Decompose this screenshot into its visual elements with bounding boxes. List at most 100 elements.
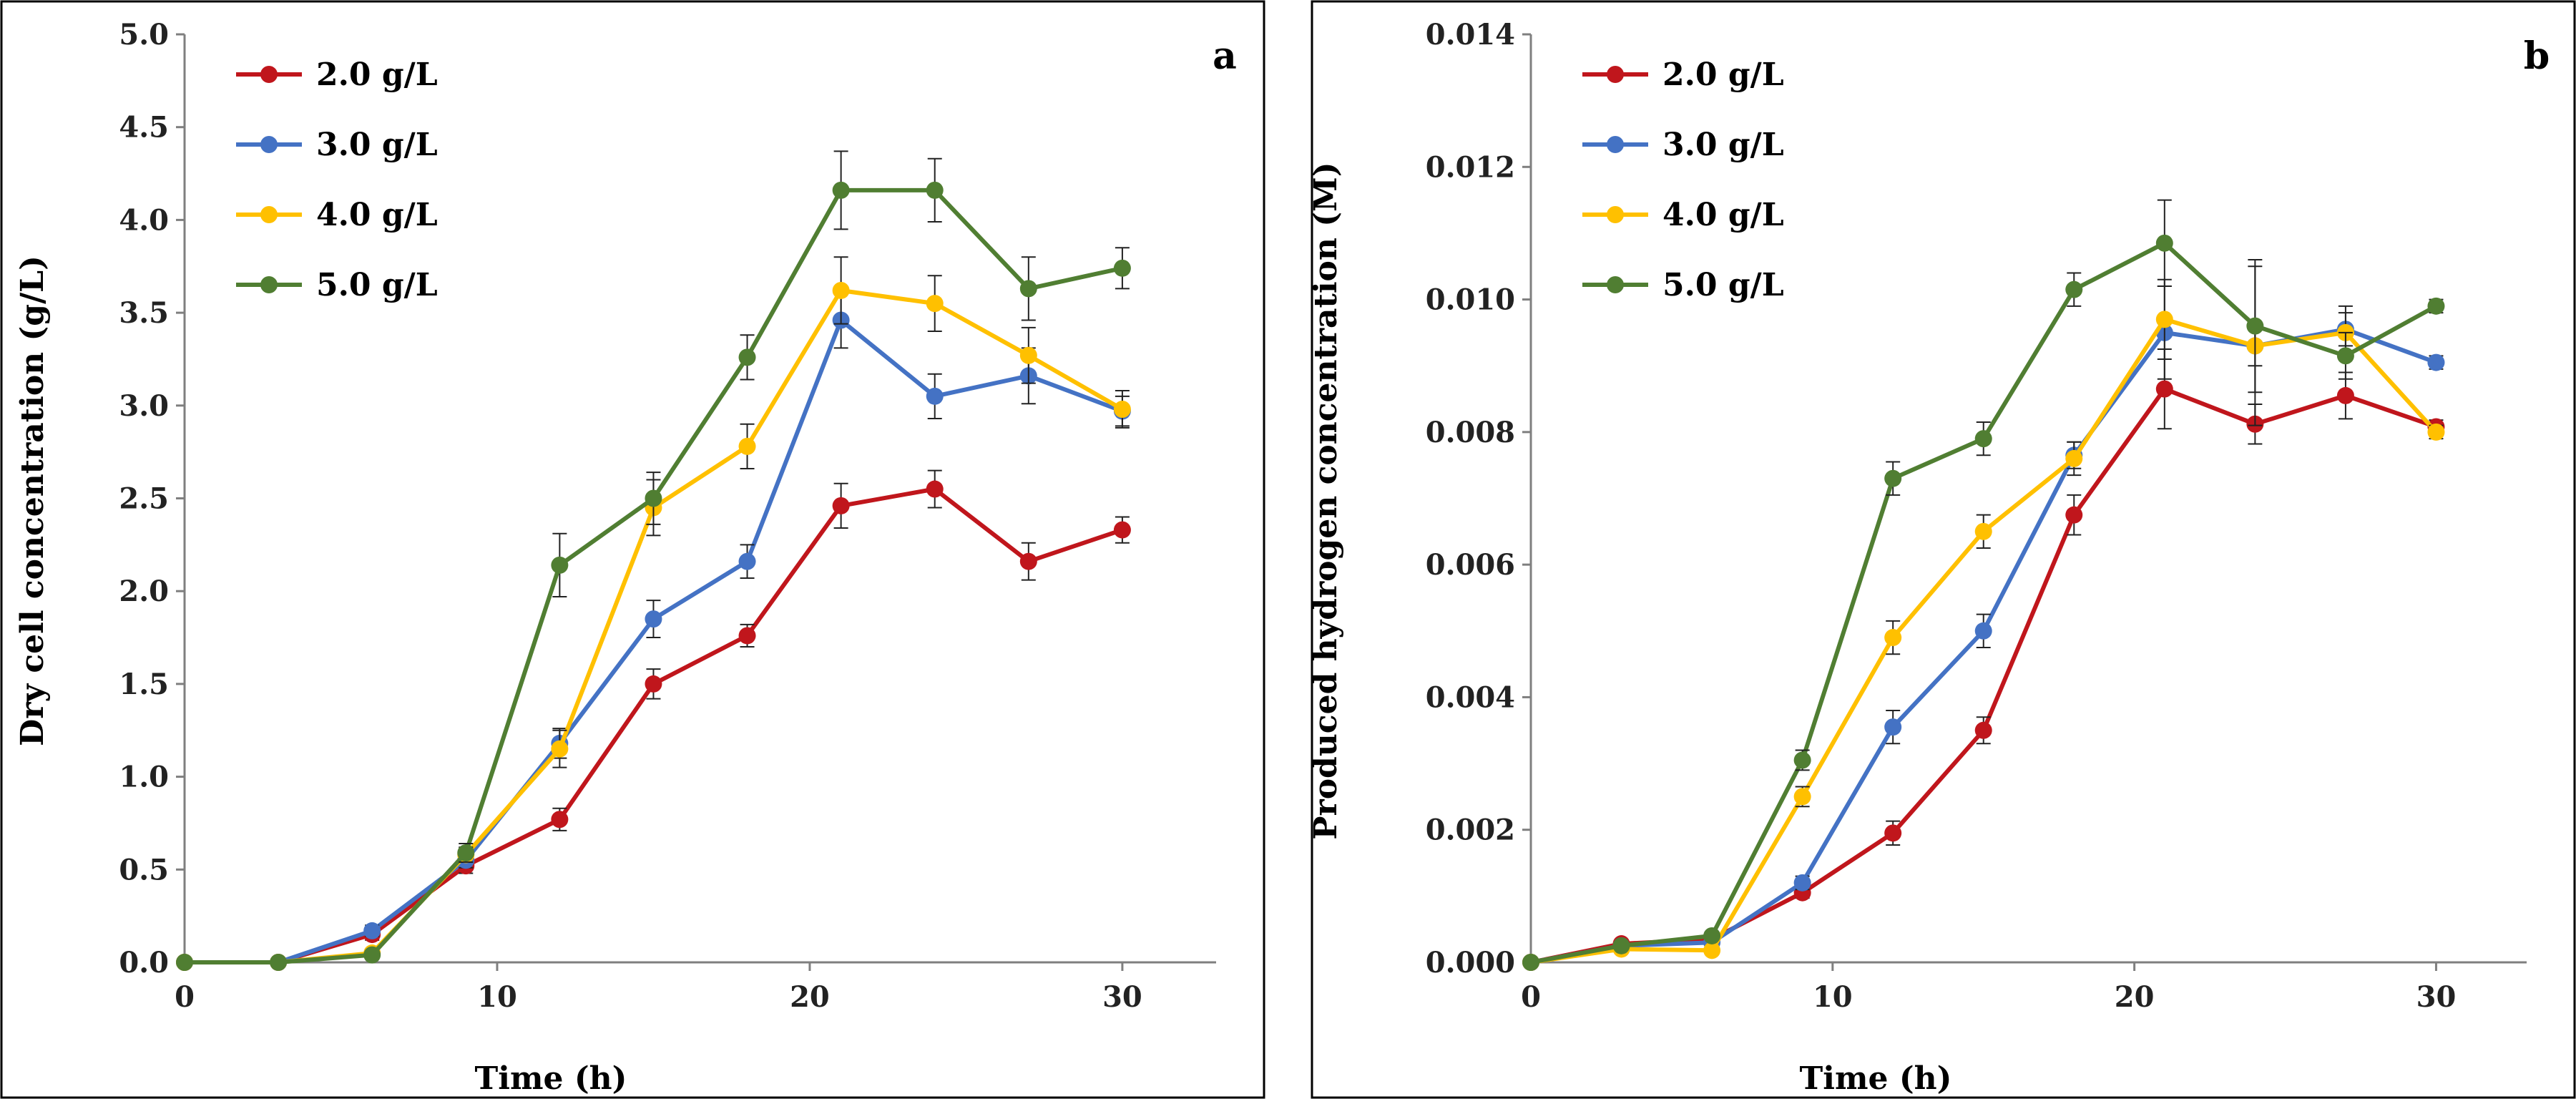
panel-a-data-point <box>645 489 662 507</box>
panel-a-legend-label: 4.0 g/L <box>316 197 438 233</box>
panel-a-x-tick-label: 0 <box>175 980 195 1014</box>
panel-a-y-tick-label: 0.0 <box>119 946 169 980</box>
panel-b-x-tick-label: 0 <box>1521 980 1541 1014</box>
panel-b-data-point <box>2155 234 2173 252</box>
panel-a-data-point <box>176 954 193 971</box>
panel-a-legend-entry: 4.0 g/L <box>236 197 438 233</box>
panel-a-data-point <box>270 954 288 971</box>
panel-b-x-tick-label: 20 <box>2115 980 2155 1014</box>
panel-a-y-tick-label: 0.5 <box>119 853 169 886</box>
panel-a-legend-entry: 5.0 g/L <box>236 267 438 303</box>
panel-a-data-point <box>738 627 756 645</box>
panel-a-frame <box>0 0 1265 1099</box>
panel-a-legend-label: 3.0 g/L <box>316 127 438 163</box>
panel-a-data-point <box>738 552 756 570</box>
panel-a-data-point <box>457 844 475 861</box>
panel-b-legend-marker <box>1607 136 1624 153</box>
panel-b-data-point <box>2155 311 2173 328</box>
panel-a-data-point <box>926 387 944 405</box>
panel-b-y-tick-label: 0.008 <box>1426 416 1515 449</box>
panel-b-data-point <box>1884 469 1902 487</box>
panel-b-data-point <box>1793 751 1811 769</box>
panel-b-frame <box>1311 0 2576 1099</box>
panel-a-legend-label: 5.0 g/L <box>316 267 438 303</box>
panel-a-y-tick-label: 3.5 <box>119 296 169 330</box>
panel-a-data-point <box>738 348 756 366</box>
panel-b-y-tick-label: 0.010 <box>1426 283 1515 317</box>
panel-a-data-point <box>551 556 569 574</box>
panel-b-data-point <box>2336 386 2354 404</box>
panel-b-y-tick-label: 0.002 <box>1426 814 1515 847</box>
panel-a-data-point <box>1113 521 1131 539</box>
panel-a-data-point <box>645 610 662 628</box>
panel-a-data-point <box>551 740 569 758</box>
panel-b-legend-label: 4.0 g/L <box>1662 197 1784 233</box>
panel-a-data-point <box>926 295 944 313</box>
panel-a-data-point <box>832 497 850 514</box>
panel-b-data-point <box>1974 721 1992 739</box>
panel-b-data-point <box>1793 788 1811 806</box>
panel-b-data-point <box>1612 937 1630 954</box>
panel-a-y-tick-label: 1.5 <box>119 668 169 701</box>
panel-b-data-point <box>1974 522 1992 540</box>
panel-a-data-point <box>645 675 662 693</box>
panel-a-x-tick-label: 10 <box>477 980 517 1014</box>
panel-b-y-tick-label: 0.004 <box>1426 680 1515 714</box>
panel-a-data-point <box>926 480 944 498</box>
panel-a-data-point <box>1113 259 1131 277</box>
panel-b-x-tick-label: 10 <box>1813 980 1853 1014</box>
panel-b-legend-entry: 2.0 g/L <box>1582 57 1784 93</box>
panel-b-legend-marker <box>1607 66 1624 83</box>
panel-b-data-point <box>1884 629 1902 647</box>
panel-b-legend-marker <box>1607 276 1624 293</box>
panel-b-data-point <box>2065 280 2083 298</box>
panel-b-x-axis-title: Time (h) <box>1800 1060 1952 1097</box>
panel-a-letter: a <box>1213 34 1237 78</box>
panel-a-data-point <box>738 437 756 455</box>
panel-a-legend-marker <box>260 66 278 83</box>
panel-b-data-point <box>1703 942 1721 959</box>
panel-b-data-point <box>2065 506 2083 524</box>
panel-b-letter: b <box>2524 34 2550 78</box>
panel-a-x-axis-title: Time (h) <box>475 1060 627 1097</box>
panel-b-legend-label: 5.0 g/L <box>1662 267 1784 303</box>
panel-a-data-point <box>363 946 381 964</box>
panel-b-data-point <box>1522 954 1539 971</box>
panel-a-data-point <box>1113 400 1131 418</box>
panel-a-y-tick-label: 4.0 <box>119 203 169 237</box>
panel-b-data-point <box>1884 718 1902 736</box>
panel-a-legend-entry: 3.0 g/L <box>236 127 438 163</box>
panel-a-legend-marker <box>260 136 278 153</box>
panel-b-y-axis-title: Produced hydrogen concentration (M) <box>1308 162 1344 839</box>
panel-b-legend-label: 3.0 g/L <box>1662 127 1784 163</box>
panel-a: Dry cell concentration (g/L) Time (h) a … <box>0 0 1265 1099</box>
panel-b-data-point <box>2246 317 2264 335</box>
panel-a-y-tick-label: 4.5 <box>119 111 169 145</box>
panel-a-data-point <box>832 281 850 299</box>
panel-a-x-tick-label: 30 <box>1102 980 1142 1014</box>
panel-a-legend-label: 2.0 g/L <box>316 57 438 93</box>
panel-b-data-point <box>2427 423 2445 441</box>
panel-b-data-point <box>1974 622 1992 640</box>
panel-b-y-tick-label: 0.006 <box>1426 548 1515 582</box>
panel-b-legend-entry: 4.0 g/L <box>1582 197 1784 233</box>
panel-b-data-point <box>2427 353 2445 371</box>
panel-a-data-point <box>1019 346 1037 364</box>
panel-b-data-point <box>1884 824 1902 842</box>
panel-b-legend-entry: 3.0 g/L <box>1582 127 1784 163</box>
panel-b-data-point <box>2065 449 2083 467</box>
panel-a-legend-marker <box>260 276 278 293</box>
panel-b-data-point <box>2155 380 2173 398</box>
panel-b-data-point <box>1703 927 1721 944</box>
panel-a-y-tick-label: 2.0 <box>119 575 169 608</box>
panel-b-x-tick-label: 30 <box>2416 980 2457 1014</box>
panel-b-series-3 <box>1522 199 2445 971</box>
panel-a-data-point <box>926 181 944 199</box>
panel-b-legend-label: 2.0 g/L <box>1662 57 1784 93</box>
panel-b-data-point <box>1793 874 1811 892</box>
panel-a-data-point <box>551 811 569 829</box>
panel-a-data-point <box>363 922 381 939</box>
panel-b-legend-marker <box>1607 206 1624 223</box>
